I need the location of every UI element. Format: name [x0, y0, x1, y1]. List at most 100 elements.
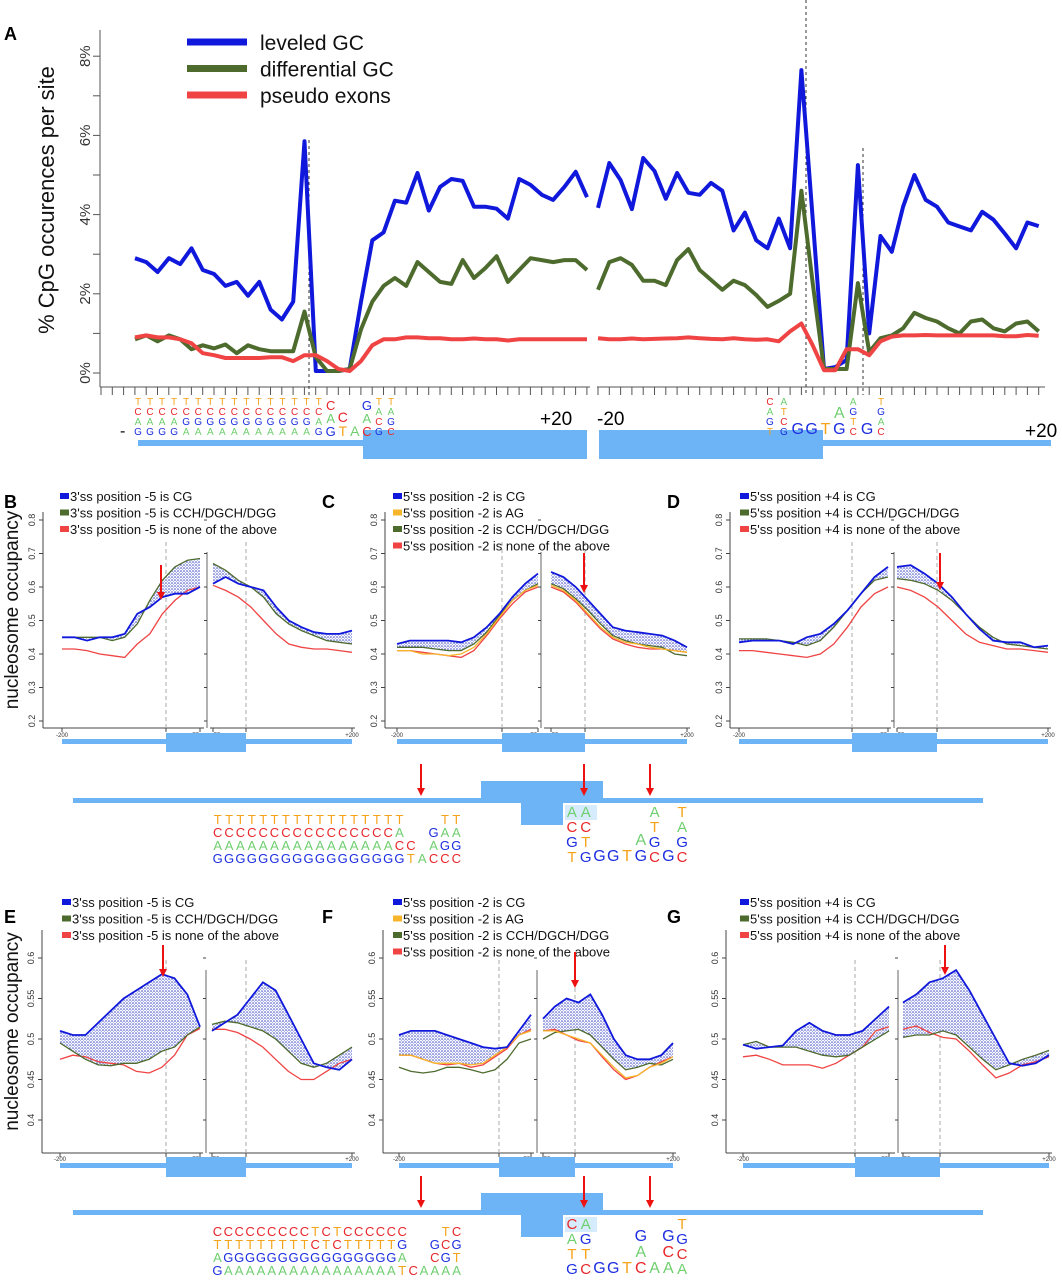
y-tick-label: 0.6	[369, 581, 379, 594]
intron-bar	[575, 1163, 673, 1168]
line-orange-right	[550, 584, 688, 653]
y-tick-label: 0.4	[27, 648, 37, 661]
line-green-left	[59, 1026, 201, 1067]
line-pseudo-exons	[134, 333, 587, 373]
difference-shading	[399, 1014, 531, 1065]
intron-bar	[246, 739, 352, 744]
line-blue-right	[896, 564, 1049, 649]
x-tick-label: -200	[393, 1157, 406, 1163]
y-tick-label: 4%	[77, 204, 94, 226]
legend-swatch	[393, 915, 402, 922]
legend-label: 5'ss position -2 is CG	[403, 489, 525, 504]
y-tick-label: 0%	[77, 362, 94, 384]
difference-shading	[897, 565, 1048, 649]
x-tick-label: -200	[56, 733, 69, 739]
y-tick-label: 0.4	[714, 648, 724, 661]
red-arrow-head-icon	[159, 969, 167, 977]
legend-label: 5'ss position +4 is none of the above	[750, 522, 960, 537]
line-red-left	[397, 586, 539, 659]
legend-label: 5'ss position -2 is CCH/DGCH/DGG	[403, 522, 609, 537]
y-tick-label: 0.2	[369, 715, 379, 728]
legend-swatch	[62, 899, 71, 905]
splice-site-model-2	[73, 1176, 983, 1237]
intron-bar	[62, 739, 166, 744]
highlight-box	[565, 805, 597, 820]
panel-label-d: D	[667, 492, 680, 512]
y-axis-label: nucleosome occupancy	[2, 510, 23, 709]
red-arrow-head-icon	[417, 788, 425, 796]
y-tick-label: 0.55	[367, 990, 377, 1008]
legend-swatch	[740, 509, 749, 516]
exon-box-lower	[521, 800, 563, 825]
line-green-left	[742, 1030, 890, 1058]
difference-shading	[551, 571, 687, 653]
line-blue-left	[396, 572, 539, 645]
y-tick-label: 2%	[77, 283, 94, 305]
y-tick-label: 0.4	[369, 648, 379, 661]
line-green-right	[550, 583, 688, 657]
panel-label-g: G	[667, 907, 681, 927]
legend-swatch	[740, 932, 749, 938]
difference-shading	[739, 566, 888, 646]
x-tick-label: -200	[54, 1157, 67, 1163]
y-tick-label: 0.5	[27, 614, 37, 627]
red-arrow-head-icon	[157, 592, 165, 600]
legend-swatch	[393, 542, 402, 549]
exon-bar	[363, 430, 587, 459]
y-tick-label: 0.2	[27, 715, 37, 728]
exon-bar	[502, 733, 585, 752]
line-green-right	[542, 1028, 674, 1071]
legend-label: 5'ss position +4 is CCH/DGCH/DGG	[750, 506, 959, 521]
legend-label: 5'ss position +4 is CG	[750, 489, 876, 504]
x-tick-label: +200	[680, 733, 694, 739]
legend-swatch	[60, 509, 69, 516]
intron-bar	[246, 1163, 352, 1168]
exon-bar	[166, 1157, 246, 1177]
y-tick-label: 0.4	[26, 1114, 36, 1127]
y-tick-label: 0.3	[27, 681, 37, 694]
y-axis-label: nucleosome occupancy	[2, 932, 23, 1131]
legend-label: 3'ss position -5 is none of the above	[70, 522, 277, 537]
x-tick-label: +200	[1042, 1157, 1056, 1163]
panel-label-f: F	[322, 907, 333, 927]
x-tick-label: +200	[345, 733, 359, 739]
y-tick-label: 0.3	[369, 681, 379, 694]
difference-shading	[397, 573, 538, 651]
y-tick-label: 0.7	[714, 547, 724, 560]
y-tick-label: 0.45	[367, 1071, 377, 1089]
legend-label: 5'ss position -2 is none of the above	[403, 539, 610, 554]
y-tick-label: 0.3	[714, 681, 724, 694]
red-arrow-head-icon	[936, 582, 944, 590]
line-green-right	[902, 1030, 1050, 1071]
segment-5ss	[596, 68, 1041, 373]
legend-label: 3'ss position -5 is CG	[72, 895, 194, 910]
y-tick-label: 0.55	[710, 990, 720, 1008]
y-tick-label: 0.5	[369, 614, 379, 627]
line-leveled-GC	[134, 139, 589, 373]
y-tick-label: 0.6	[714, 581, 724, 594]
line-red-left	[739, 586, 889, 659]
legend-swatch	[740, 493, 749, 499]
line-leveled-GC	[596, 68, 1040, 371]
y-tick-label: 0.4	[710, 1114, 720, 1127]
line-orange-right	[543, 1030, 674, 1079]
legend-label: 5'ss position -2 is AG	[403, 506, 524, 521]
line-red-left	[59, 1027, 201, 1074]
red-arrow-head-icon	[646, 1200, 654, 1208]
difference-shading	[743, 1006, 889, 1057]
legend-swatch	[62, 915, 71, 922]
panel-c: C0.20.30.40.50.60.70.8-200+75-75+2005'ss…	[322, 489, 694, 752]
exon-bar	[855, 1157, 940, 1177]
legend-swatch	[393, 493, 402, 499]
y-tick-label: 0.5	[26, 1033, 36, 1046]
x-tick-label: -200	[733, 733, 746, 739]
line-green-right	[211, 1020, 353, 1068]
y-tick-label: 0.7	[27, 547, 37, 560]
line-red-right	[212, 1028, 353, 1081]
x-label-plus20: +20	[1025, 421, 1057, 442]
red-arrow-head-icon	[941, 967, 949, 975]
intron-bar	[940, 1163, 1049, 1168]
y-tick-label: 0.2	[714, 715, 724, 728]
